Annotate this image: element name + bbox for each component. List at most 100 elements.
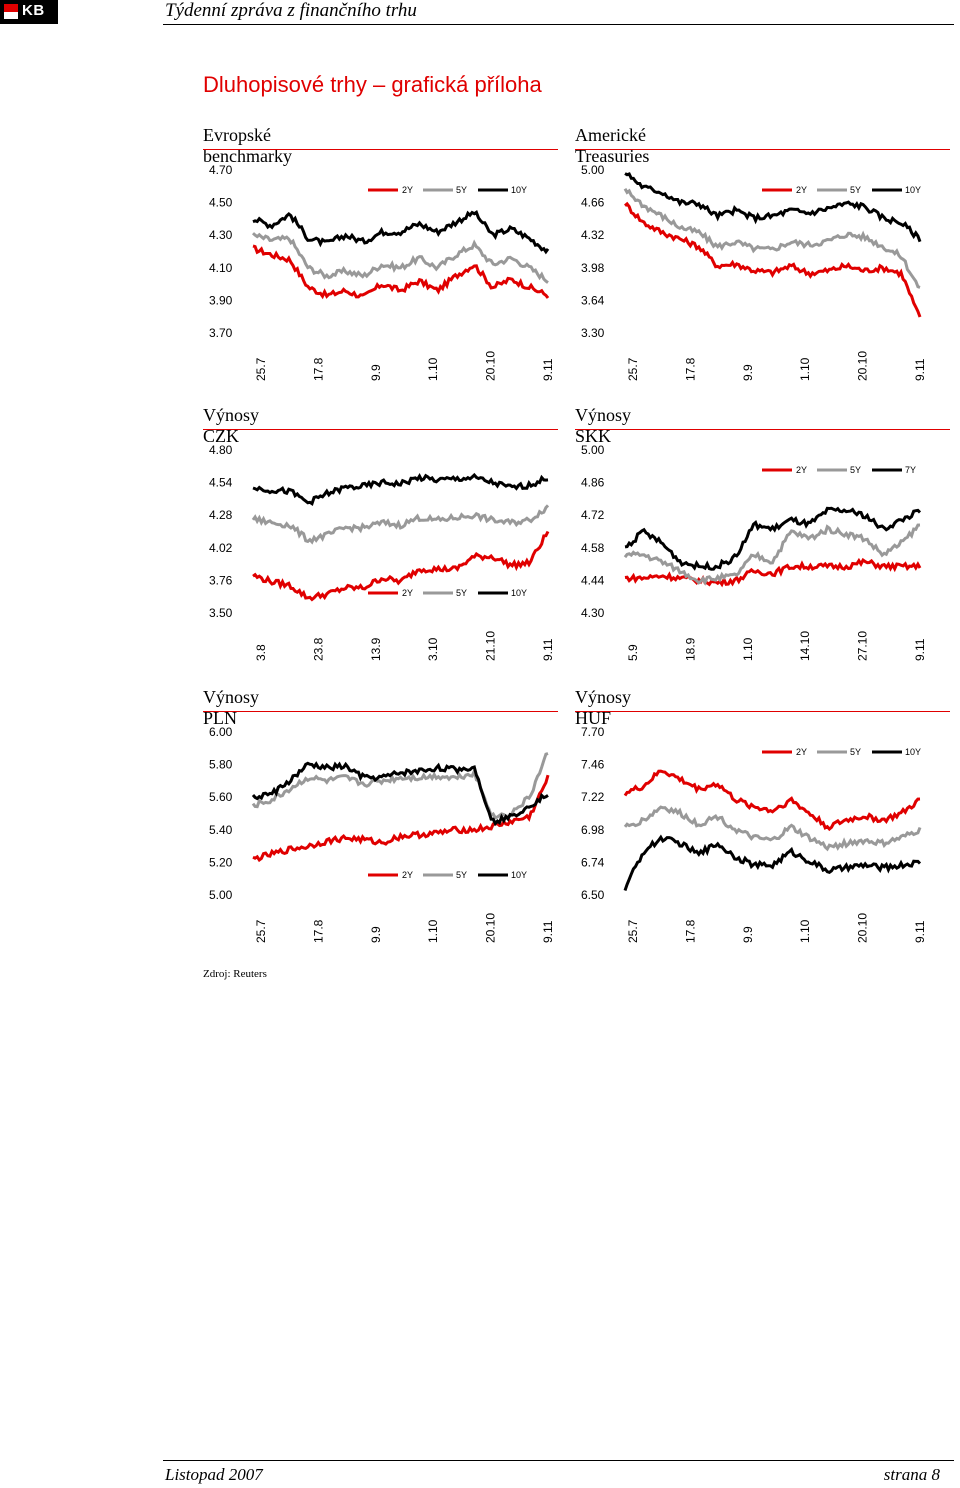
x-tick-label: 1.10	[798, 919, 812, 943]
header-divider	[163, 24, 954, 25]
x-tick-label: 27.10	[856, 631, 870, 661]
x-tick-label: 13.9	[369, 637, 383, 661]
x-tick-label: 14.10	[798, 631, 812, 661]
x-tick-label: 3.8	[254, 644, 268, 661]
y-tick-label: 3.64	[581, 293, 605, 307]
x-tick-label: 17.8	[683, 919, 697, 943]
y-tick-label: 7.46	[581, 758, 605, 772]
y-tick-label: 4.54	[209, 476, 233, 490]
x-tick-label: 9.11	[541, 920, 555, 943]
y-tick-label: 4.10	[209, 261, 233, 275]
chart-legend: 2Y 5Y 10Y	[762, 185, 921, 195]
chart-legend: 2Y 5Y 7Y	[762, 465, 916, 475]
kb-logo: KB	[0, 0, 58, 24]
y-tick-label: 6.98	[581, 823, 605, 837]
chart-legend: 2Y 5Y 10Y	[762, 747, 921, 757]
chart-title: Výnosy SKK	[575, 405, 632, 446]
legend-label: 5Y	[850, 185, 861, 195]
x-tick-label: 20.10	[856, 351, 870, 381]
chart-legend: 2Y 5Y 10Y	[368, 185, 527, 195]
y-tick-label: 3.98	[581, 261, 605, 275]
chart-title: Výnosy CZK	[203, 405, 260, 446]
series-line-5Y	[623, 523, 921, 586]
y-tick-label: 4.66	[581, 196, 605, 210]
x-tick-label: 1.10	[741, 637, 755, 661]
chart-title: Evropské benchmarky	[203, 125, 292, 166]
footer-page-number: strana 8	[883, 1465, 940, 1484]
x-tick-label: 3.10	[426, 637, 440, 661]
y-tick-label: 4.80	[209, 443, 233, 457]
series-line-5Y	[251, 752, 549, 820]
y-tick-label: 5.40	[209, 823, 233, 837]
chart-legend: 2Y 5Y 10Y	[368, 870, 527, 880]
chart-title-underline	[203, 149, 558, 150]
y-tick-label: 4.28	[209, 508, 233, 522]
y-tick-label: 4.44	[581, 573, 605, 587]
legend-label: 2Y	[402, 588, 413, 598]
y-tick-label: 6.50	[581, 888, 605, 902]
report-header-title: Týdenní zpráva z finančního trhu	[165, 0, 417, 21]
chart-title: Výnosy PLN	[203, 687, 260, 728]
x-tick-label: 17.8	[683, 357, 697, 381]
x-tick-label: 17.8	[311, 357, 325, 381]
chart-legend: 2Y 5Y 10Y	[368, 588, 527, 598]
legend-label: 10Y	[905, 185, 921, 195]
legend-label: 5Y	[456, 185, 467, 195]
series-line-5Y	[251, 232, 549, 284]
footer-divider	[163, 1460, 954, 1461]
x-tick-label: 25.7	[254, 357, 268, 381]
series-line-2Y	[624, 557, 922, 588]
y-tick-label: 4.30	[209, 228, 233, 242]
y-tick-label: 3.30	[581, 326, 605, 340]
chart-title-underline	[203, 711, 558, 712]
x-tick-label: 20.10	[484, 913, 498, 943]
series-line-2Y	[623, 769, 921, 832]
x-tick-label: 9.11	[541, 638, 555, 661]
y-tick-label: 7.70	[581, 725, 605, 739]
x-tick-label: 5.9	[626, 644, 640, 661]
series-line-2Y	[252, 244, 550, 300]
legend-label: 10Y	[511, 588, 527, 598]
legend-label: 5Y	[456, 588, 467, 598]
x-tick-label: 9.11	[913, 920, 927, 943]
line-chart: 4.80 4.54 4.28 4.02 3.76 3.50 3.8 23.8 13.9 3.10 2…	[209, 443, 555, 661]
x-tick-label: 9.9	[369, 364, 383, 381]
line-chart: 6.00 5.80 5.60 5.40 5.20 5.00 25.7 17.8 9.9 1.10 2…	[209, 725, 555, 943]
y-tick-label: 4.70	[209, 163, 233, 177]
chart-title: Americké Treasuries	[575, 125, 650, 166]
x-tick-label: 1.10	[426, 357, 440, 381]
source-note: Zdroj: Reuters	[203, 968, 267, 980]
logo-text: KB	[22, 2, 45, 19]
series-line-10Y	[252, 210, 550, 255]
y-tick-label: 4.72	[581, 508, 605, 522]
y-tick-label: 4.50	[209, 196, 233, 210]
series-line-5Y	[251, 504, 550, 545]
legend-label: 10Y	[511, 870, 527, 880]
logo-white-block	[4, 12, 18, 19]
chart-title-underline	[575, 429, 950, 430]
y-tick-label: 6.00	[209, 725, 233, 739]
series-line-10Y	[252, 472, 549, 507]
series-line-7Y	[624, 506, 922, 571]
line-chart: 5.00 4.86 4.72 4.58 4.44 4.30 5.9 18.9 1.10 14.10…	[581, 443, 927, 661]
x-tick-label: 9.9	[369, 926, 383, 943]
footer-date: Listopad 2007	[165, 1465, 263, 1484]
y-tick-label: 4.32	[581, 228, 605, 242]
y-tick-label: 5.60	[209, 790, 233, 804]
series-line-5Y	[623, 805, 922, 852]
series-line-10Y	[623, 834, 922, 891]
legend-label: 10Y	[511, 185, 527, 195]
x-tick-label: 17.8	[311, 919, 325, 943]
line-chart: 7.70 7.46 7.22 6.98 6.74 6.50 25.7 17.8 9.9 1.10 2…	[581, 725, 927, 943]
series-line-2Y	[624, 201, 922, 318]
x-tick-label: 9.11	[913, 638, 927, 661]
y-tick-label: 5.80	[209, 758, 233, 772]
legend-label: 5Y	[850, 465, 861, 475]
x-tick-label: 25.7	[254, 919, 268, 943]
y-tick-label: 5.00	[209, 888, 233, 902]
x-tick-label: 18.9	[683, 637, 697, 661]
x-tick-label: 9.11	[541, 358, 555, 381]
series-line-2Y	[252, 774, 550, 863]
y-tick-label: 3.50	[209, 606, 233, 620]
x-tick-label: 25.7	[626, 919, 640, 943]
